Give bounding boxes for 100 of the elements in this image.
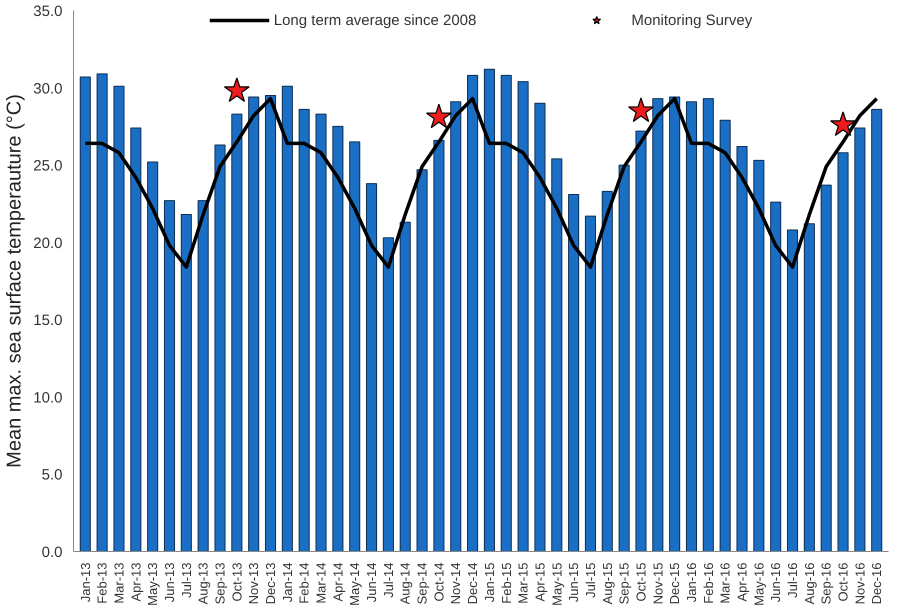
x-tick-label: Mar-15 [516,562,531,604]
bar [416,169,428,552]
bar [584,216,596,552]
bar [484,68,495,552]
x-tick-label: Jan-14 [280,562,295,602]
bar [366,183,378,552]
bar [702,98,714,552]
x-tick-label: Nov-16 [852,562,868,604]
bar [96,73,108,552]
bar [147,161,158,552]
x-tick-label: Apr-14 [330,562,346,602]
x-tick-label: Dec-14 [465,562,480,604]
bar [467,74,478,552]
x-tick-label: May-13 [145,562,160,606]
bar [804,223,815,552]
line-series [84,96,878,269]
bar [618,164,630,552]
bar [130,127,142,552]
bar [518,81,529,552]
y-tick-label: 25.0 [33,158,63,175]
bar [635,130,647,552]
x-tick-label: Sep-13 [212,562,228,604]
bar [720,120,731,552]
x-tick-label: Jun-13 [162,562,177,602]
bar [400,222,411,552]
bar [264,95,276,552]
x-tick-label: Feb-16 [700,562,716,604]
x-tick-label: Aug-13 [196,562,211,604]
x-tick-label: Aug-16 [802,562,817,604]
bar [534,102,546,552]
x-tick-label: May-14 [347,562,362,606]
bar [113,86,125,552]
bar [652,98,664,552]
bar [349,141,360,552]
bar [231,114,242,552]
bar [433,140,444,552]
x-tick-label: Oct-16 [836,562,851,602]
y-axis-title: Mean max. sea surface temperauture (°C) [3,94,26,468]
y-tick-label: 10.0 [33,389,63,406]
x-tick-label: Sep-16 [818,562,834,604]
bar [332,126,344,552]
bar [770,202,782,552]
x-tick-label: Feb-13 [94,562,110,604]
y-tick-label: 20.0 [33,234,63,252]
x-tick-label: Jun-16 [768,562,784,602]
x-tick-label: Jul-15 [582,562,598,598]
bar [450,101,462,552]
x-tick-label: Sep-15 [616,562,632,604]
y-tick-label: 0.0 [42,544,63,561]
x-tick-label: Nov-13 [246,562,262,604]
x-tick-label: Oct-13 [229,562,244,602]
bar [854,127,866,552]
bar [214,144,226,552]
x-tick-label: Mar-13 [111,562,126,604]
legend-label: Monitoring Survey [631,12,752,28]
bar [282,86,293,552]
x-tick-label: Apr-13 [128,562,144,602]
x-tick-label: Dec-16 [869,562,884,604]
y-tick-label: 30.0 [33,80,63,98]
x-tick-label: Nov-15 [650,562,666,604]
x-tick-label: Jul-14 [380,562,396,598]
x-tick-label: Jan-13 [78,562,93,602]
bar [786,229,798,552]
bar [80,76,91,552]
bar [837,152,849,552]
x-tick-label: Jul-13 [178,562,194,598]
bar [871,108,882,552]
y-tick-label: 35.0 [33,3,63,20]
x-tick-label: May-15 [549,562,564,606]
x-tick-label: Oct-14 [431,562,446,602]
x-tick-label: Dec-15 [667,562,682,604]
bar [753,160,764,552]
bar [736,146,748,552]
y-tick-label: 15.0 [33,312,63,330]
x-tick-label: Dec-13 [263,562,278,604]
bar [686,101,698,552]
bar [198,200,209,552]
y-tick-label: 5.0 [42,466,63,484]
x-tick-label: Aug-15 [600,562,615,604]
legend-label: Long term average since 2008 [274,12,476,28]
x-tick-label: Oct-15 [633,562,648,602]
bar [164,200,176,552]
x-tick-label: Aug-14 [398,562,413,604]
x-tick-label: Mar-16 [718,562,733,604]
x-tick-label: Nov-14 [448,562,464,604]
bar [248,96,260,552]
bar [382,237,394,552]
bar [602,190,613,552]
x-tick-label: Jul-16 [785,562,800,598]
bar [180,214,192,552]
bar [500,74,512,552]
x-tick-label: Feb-14 [296,562,312,604]
x-tick-label: Sep-14 [414,562,430,604]
bar [820,184,832,552]
bar [315,114,327,552]
x-tick-label: Mar-14 [314,562,329,604]
x-tick-label: Jun-15 [566,562,582,602]
bar [298,108,310,552]
x-tick-label: Apr-15 [532,562,548,602]
x-tick-label: Jun-14 [364,562,380,602]
